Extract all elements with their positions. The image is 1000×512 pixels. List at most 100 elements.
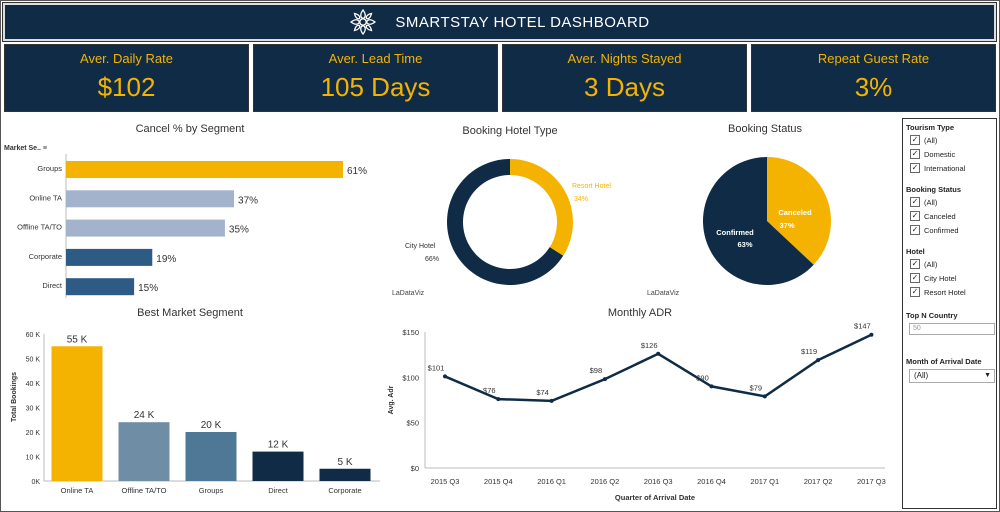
donut-label-name: Resort Hotel xyxy=(572,183,611,190)
filters-sidebar: Tourism Type ✓ (All) ✓ Domestic ✓ Internati… xyxy=(902,118,997,509)
checkbox-checked-icon[interactable]: ✓ xyxy=(910,197,920,207)
filter-option-label: Canceled xyxy=(924,211,956,221)
adr-xtick-label: 2016 Q4 xyxy=(697,477,726,486)
cancel-bar xyxy=(66,190,235,208)
adr-point xyxy=(816,358,821,363)
kpi-nights-stayed: Aver. Nights Stayed 3 Days xyxy=(502,44,747,112)
hotel-type-title: Booking Hotel Type xyxy=(462,125,558,137)
month-dropdown[interactable]: (All) ▼ xyxy=(909,369,995,383)
adr-xtick-label: 2015 Q4 xyxy=(484,477,513,486)
pie-label-value: 63% xyxy=(737,240,752,249)
adr-value-label: $101 xyxy=(428,363,445,372)
best-segment-title: Best Market Segment xyxy=(137,307,243,319)
cancel-category-label: Direct xyxy=(42,281,63,290)
sort-icon[interactable]: ≡ xyxy=(42,145,48,152)
kpi-value: 105 Days xyxy=(320,72,431,102)
cancel-value-label: 15% xyxy=(138,283,158,294)
cancel-bar-chart: Groups 61% Online TA 37% Offline TA/TO 35% Cor… xyxy=(17,154,367,298)
checkbox-checked-icon[interactable]: ✓ xyxy=(910,135,920,145)
month-dropdown-value: (All) xyxy=(914,371,929,380)
adr-point xyxy=(762,394,767,399)
best-ylabel: Total Bookings xyxy=(11,372,18,422)
cancel-value-label: 37% xyxy=(238,195,258,206)
best-ytick-label: 60 K xyxy=(26,332,41,339)
kpi-value: $102 xyxy=(97,72,156,102)
filter-option[interactable]: ✓ (All) xyxy=(910,259,993,269)
adr-point xyxy=(443,374,447,379)
pie-label-value: 37% xyxy=(779,221,794,230)
kpi-label: Aver. Nights Stayed xyxy=(567,51,682,66)
checkbox-checked-icon[interactable]: ✓ xyxy=(910,273,920,283)
best-ytick-label: 20 K xyxy=(26,430,41,437)
best-value-label: 20 K xyxy=(201,420,222,431)
filter-title-hotel: Hotel xyxy=(906,247,925,256)
best-bar xyxy=(118,422,170,481)
dashboard-header: SMARTSTAY HOTEL DASHBOARD xyxy=(2,2,997,42)
adr-value-label: $90 xyxy=(696,373,709,382)
cancel-bar xyxy=(66,219,225,237)
chevron-down-icon[interactable]: ▼ xyxy=(984,372,991,379)
cancel-category-label: Offline TA/TO xyxy=(17,223,62,232)
pie-slice xyxy=(703,157,814,285)
cancel-value-label: 61% xyxy=(347,166,367,177)
filter-option[interactable]: ✓ Confirmed xyxy=(910,225,993,235)
adr-value-label: $74 xyxy=(536,388,549,397)
cancel-bar xyxy=(66,278,135,296)
kpi-lead-time: Aver. Lead Time 105 Days xyxy=(253,44,498,112)
adr-line xyxy=(444,333,872,403)
best-value-label: 12 K xyxy=(268,440,289,451)
cancel-chart-title: Cancel % by Segment xyxy=(135,123,245,135)
kpi-label: Aver. Lead Time xyxy=(328,51,423,66)
monthly-adr-line-chart: $0 $50 $100 $150 Avg. Adr $101 2015 Q3 $76 2015 … xyxy=(388,322,886,502)
filter-title-booking-status: Booking Status xyxy=(906,185,962,194)
dashboard-title: SMARTSTAY HOTEL DASHBOARD xyxy=(395,13,650,31)
filter-option[interactable]: ✓ Canceled xyxy=(910,211,993,221)
best-category-label: Corporate xyxy=(328,486,361,495)
top-n-input[interactable]: 50 xyxy=(909,323,995,335)
filter-option[interactable]: ✓ (All) xyxy=(910,197,993,207)
kpi-daily-rate: Aver. Daily Rate $102 xyxy=(4,44,249,112)
filter-title-tourism: Tourism Type xyxy=(906,123,955,132)
checkbox-checked-icon[interactable]: ✓ xyxy=(910,259,920,269)
best-category-label: Direct xyxy=(268,486,289,495)
monthly-adr-title: Monthly ADR xyxy=(607,307,673,319)
booking-status-title: Booking Status xyxy=(728,123,802,135)
filter-option-label: Confirmed xyxy=(924,225,959,235)
adr-xtick-label: 2017 Q1 xyxy=(750,477,779,486)
best-bar xyxy=(51,346,103,481)
best-bar xyxy=(252,451,304,481)
best-category-label: Offline TA/TO xyxy=(122,486,167,495)
filter-option-label: International xyxy=(924,163,966,173)
adr-ytick-label: $0 xyxy=(411,464,419,473)
kpi-value: 3 Days xyxy=(584,72,665,102)
kpi-label: Repeat Guest Rate xyxy=(817,51,930,66)
best-ytick-label: 10 K xyxy=(26,455,41,462)
cancel-bar xyxy=(66,161,343,178)
filter-option[interactable]: ✓ (All) xyxy=(910,135,993,145)
filter-option-label: Domestic xyxy=(924,149,956,159)
filter-option[interactable]: ✓ Resort Hotel xyxy=(910,287,993,297)
filter-option[interactable]: ✓ City Hotel xyxy=(910,273,993,283)
checkbox-checked-icon[interactable]: ✓ xyxy=(910,163,920,173)
filter-option[interactable]: ✓ Domestic xyxy=(910,149,993,159)
cancel-axis-header: Market Se.. ≡ xyxy=(4,145,47,152)
adr-point xyxy=(602,377,607,382)
adr-value-label: $98 xyxy=(590,366,603,375)
filter-option-label: (All) xyxy=(924,135,938,145)
kpi-repeat-guest: Repeat Guest Rate 3% xyxy=(751,44,996,112)
best-value-label: 5 K xyxy=(337,457,352,468)
filter-option[interactable]: ✓ International xyxy=(910,163,993,173)
best-bar xyxy=(185,432,237,481)
checkbox-checked-icon[interactable]: ✓ xyxy=(910,149,920,159)
checkbox-checked-icon[interactable]: ✓ xyxy=(910,287,920,297)
donut-label-value: 34% xyxy=(574,196,588,203)
adr-xtick-label: 2017 Q2 xyxy=(804,477,833,486)
checkbox-checked-icon[interactable]: ✓ xyxy=(910,211,920,221)
kpi-value: 3% xyxy=(854,72,893,102)
watermark-text: LaDataViz xyxy=(392,290,425,297)
adr-point xyxy=(549,398,554,403)
hotel-type-donut-chart: Resort Hotel 34% City Hotel 66% LaDataViz xyxy=(392,159,611,297)
adr-ytick-label: $150 xyxy=(402,328,419,337)
adr-value-label: $126 xyxy=(641,341,658,350)
checkbox-checked-icon[interactable]: ✓ xyxy=(910,225,920,235)
